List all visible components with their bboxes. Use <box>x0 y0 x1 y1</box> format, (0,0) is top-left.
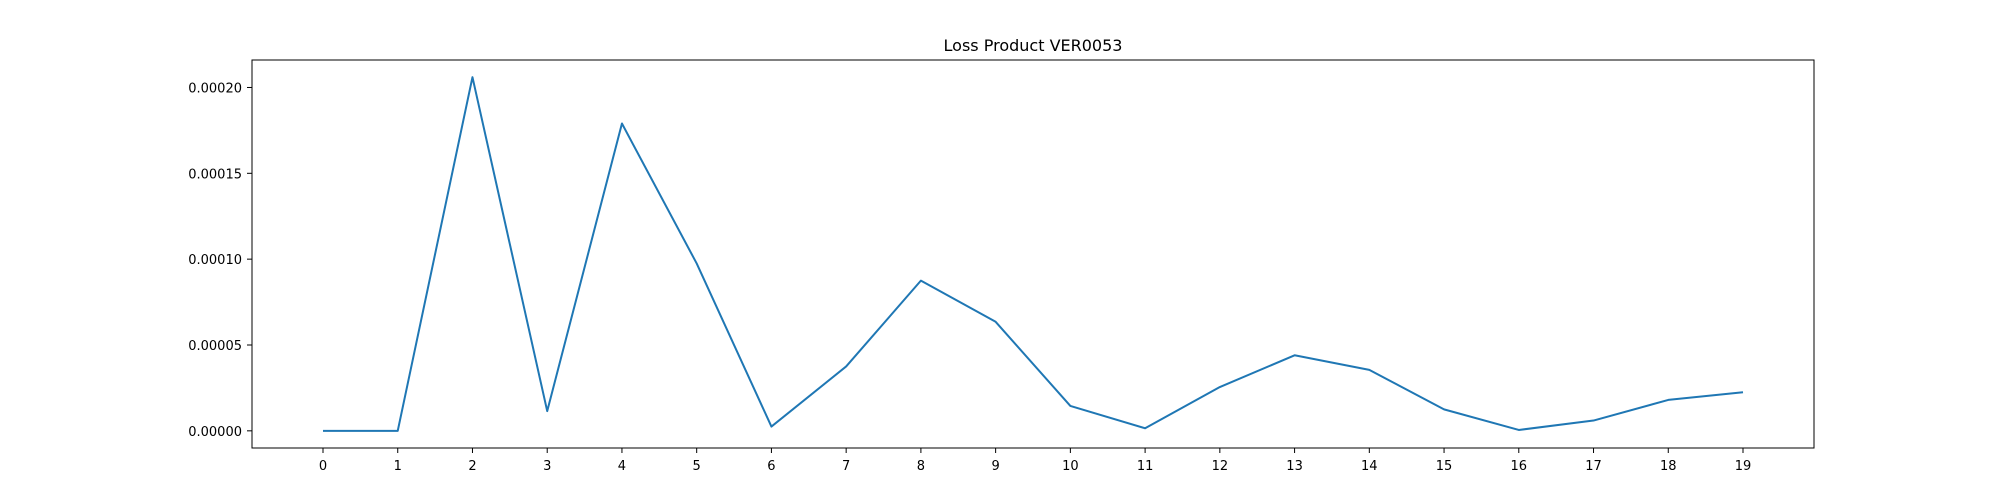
x-tick-label: 3 <box>543 459 551 474</box>
x-tick-label: 12 <box>1212 459 1229 474</box>
y-tick-label: 0.00020 <box>188 81 242 96</box>
x-tick-label: 10 <box>1062 459 1079 474</box>
plot-frame <box>251 59 1815 449</box>
x-tick-label: 16 <box>1511 459 1528 474</box>
y-tick-label: 0.00000 <box>188 425 242 440</box>
y-tick-label: 0.00005 <box>188 339 242 354</box>
x-tick-label: 11 <box>1137 459 1154 474</box>
x-tick-label: 13 <box>1286 459 1303 474</box>
x-tick-label: 8 <box>917 459 925 474</box>
series-layer <box>323 76 1744 432</box>
x-tick-label: 9 <box>991 459 999 474</box>
x-tick-label: 1 <box>394 459 402 474</box>
x-tick-label: 5 <box>693 459 701 474</box>
y-tick-label: 0.00010 <box>188 253 242 268</box>
series-line <box>323 76 1744 432</box>
x-tick-label: 0 <box>319 459 327 474</box>
x-tick-label: 15 <box>1436 459 1453 474</box>
y-tick-label: 0.00015 <box>188 167 242 182</box>
x-tick-label: 14 <box>1361 459 1378 474</box>
x-tick-label: 17 <box>1585 459 1602 474</box>
x-tick-label: 18 <box>1660 459 1677 474</box>
axes: 0 1 2 3 4 5 6 7 8 9 10 11 12 13 14 15 16 17 18 190.000000.0… <box>188 81 1751 474</box>
x-tick-label: 19 <box>1735 459 1752 474</box>
x-tick-label: 6 <box>767 459 775 474</box>
x-tick-label: 7 <box>842 459 850 474</box>
chart-title: Loss Product VER0053 <box>944 36 1123 55</box>
x-tick-label: 2 <box>468 459 476 474</box>
x-tick-label: 4 <box>618 459 626 474</box>
